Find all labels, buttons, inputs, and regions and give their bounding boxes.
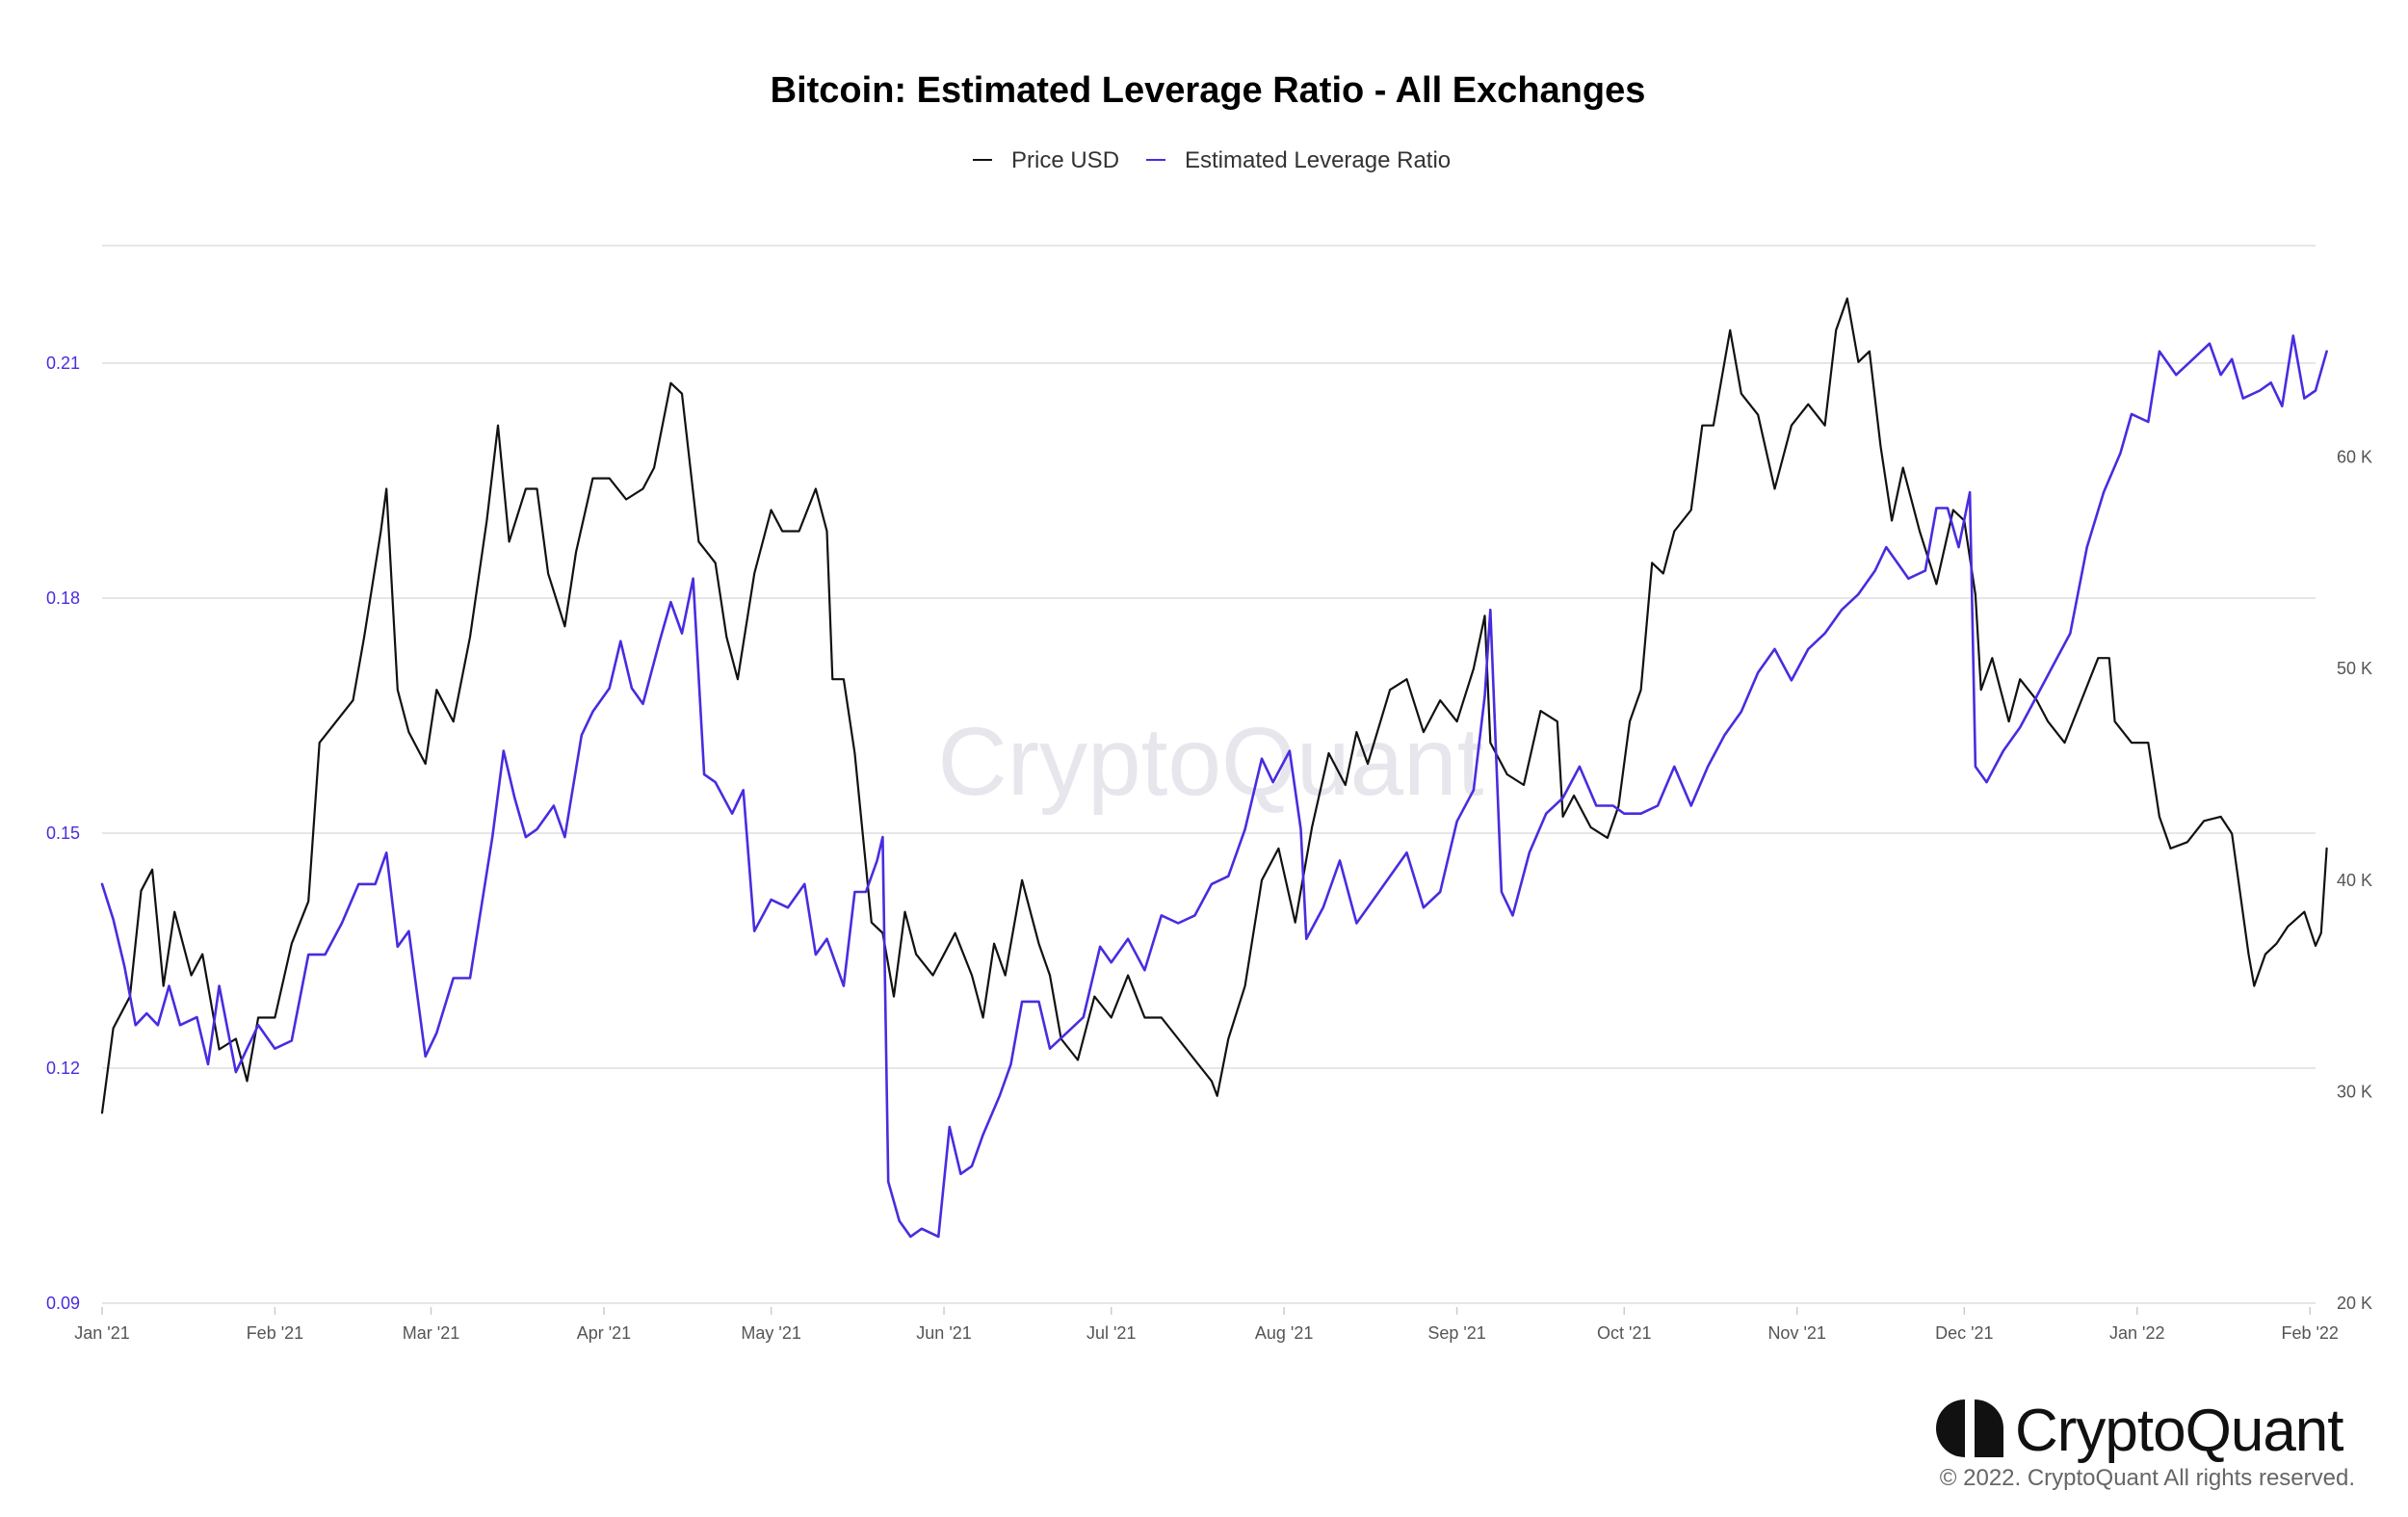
right-axis-tick-label: 30 K <box>2337 1082 2372 1101</box>
legend-item-leverage[interactable]: Estimated Leverage Ratio <box>1146 147 1451 173</box>
x-axis: Jan '21 Feb '21 Mar '21 Apr '21 May '21 Jun '… <box>74 1307 2339 1343</box>
legend-label-price: Price USD <box>1011 147 1119 173</box>
x-axis-tick-label: Apr '21 <box>577 1323 631 1343</box>
left-axis-tick-label: 0.15 <box>46 824 80 843</box>
grid-lines <box>102 245 2316 1304</box>
x-axis-tick-label: Oct '21 <box>1597 1323 1651 1343</box>
leverage-ratio-line[interactable] <box>100 334 2328 1239</box>
plot-area <box>100 297 2328 1239</box>
x-axis-tick-label: Jan '21 <box>74 1323 129 1343</box>
cryptoquant-logo-icon <box>1936 1399 2003 1457</box>
watermark: CryptoQuant <box>938 708 1484 816</box>
x-axis-tick-label: Sep '21 <box>1427 1323 1486 1343</box>
chart-title: Bitcoin: Estimated Leverage Ratio - All … <box>771 70 1646 111</box>
x-axis-tick-label: Mar '21 <box>403 1323 459 1343</box>
x-axis-tick-label: Jul '21 <box>1086 1323 1136 1343</box>
left-axis-tick-label: 0.18 <box>46 588 80 608</box>
x-axis-tick-label: Jan '22 <box>2109 1323 2164 1343</box>
price-usd-line[interactable] <box>100 297 2328 1114</box>
right-axis: 20 K 30 K 40 K 50 K 60 K <box>2337 448 2372 1313</box>
x-axis-tick-label: Dec '21 <box>1935 1323 1993 1343</box>
x-axis-tick-label: Aug '21 <box>1255 1323 1314 1343</box>
left-axis-tick-label: 0.21 <box>46 353 80 373</box>
legend-label-leverage: Estimated Leverage Ratio <box>1185 147 1451 173</box>
x-axis-tick-label: Feb '21 <box>247 1323 303 1343</box>
x-axis-tick-label: Feb '22 <box>2281 1323 2338 1343</box>
right-axis-tick-label: 50 K <box>2337 659 2372 678</box>
x-axis-tick-label: Nov '21 <box>1767 1323 1825 1343</box>
brand-logo: CryptoQuant <box>1936 1398 2344 1464</box>
right-axis-tick-label: 40 K <box>2337 871 2372 890</box>
x-axis-tick-label: Jun '21 <box>916 1323 971 1343</box>
left-axis-tick-label: 0.09 <box>46 1294 80 1313</box>
right-axis-tick-label: 60 K <box>2337 448 2372 467</box>
left-axis: 0.09 0.12 0.15 0.18 0.21 <box>46 353 80 1313</box>
legend-item-price[interactable]: Price USD <box>973 147 1119 173</box>
left-axis-tick-label: 0.12 <box>46 1059 80 1078</box>
brand-name: CryptoQuant <box>2015 1398 2343 1464</box>
x-axis-tick-label: May '21 <box>741 1323 800 1343</box>
copyright: © 2022. CryptoQuant All rights reserved. <box>1940 1465 2355 1491</box>
right-axis-tick-label: 20 K <box>2337 1294 2372 1313</box>
legend: Price USD Estimated Leverage Ratio <box>973 147 1451 173</box>
